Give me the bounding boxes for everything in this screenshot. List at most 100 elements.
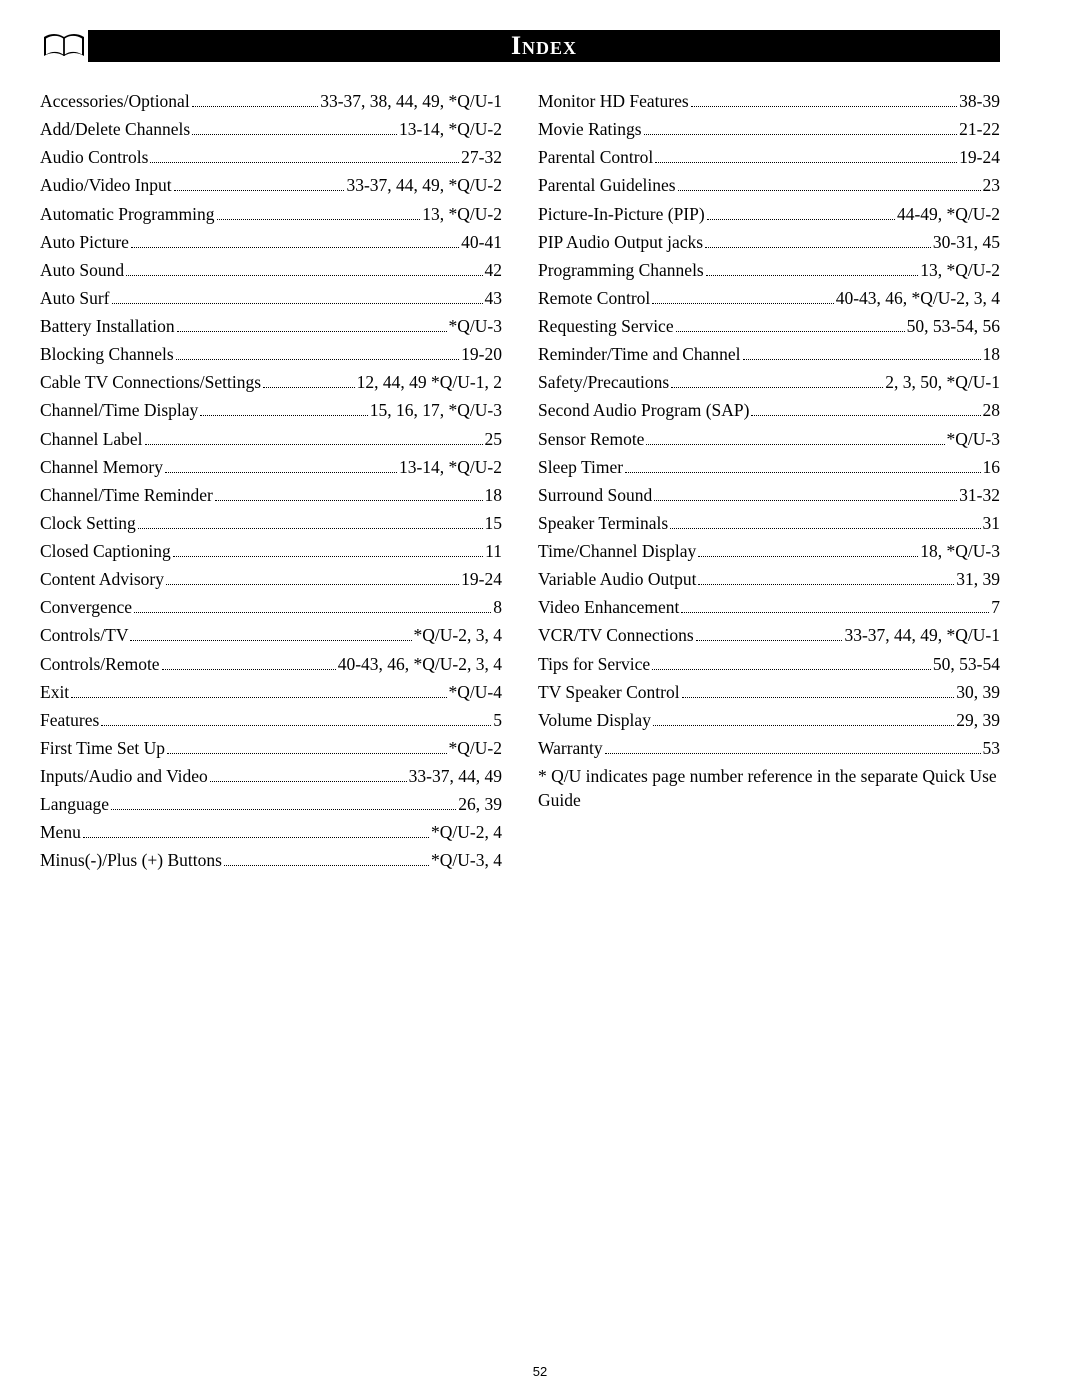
leader-dots [681, 598, 989, 614]
index-page-ref: 16 [983, 456, 1001, 480]
index-page-ref: 53 [983, 737, 1001, 761]
header-title-bar: Index [88, 30, 1000, 62]
index-page-ref: 43 [485, 287, 503, 311]
index-term: Warranty [538, 737, 603, 761]
index-entry: Content Advisory 19-24 [40, 568, 502, 592]
leader-dots [165, 457, 397, 473]
leader-dots [200, 401, 367, 417]
index-entry: Parental Control19-24 [538, 146, 1000, 170]
index-entry: Remote Control 40-43, 46, *Q/U-2, 3, 4 [538, 287, 1000, 311]
index-term: Controls/TV [40, 624, 128, 648]
index-page-ref: 27-32 [461, 146, 502, 170]
index-page-ref: *Q/U-4 [449, 681, 502, 705]
index-entry: Channel/Time Reminder18 [40, 484, 502, 508]
index-term: Second Audio Program (SAP) [538, 399, 749, 423]
index-entry: Cable TV Connections/Settings 12, 44, 49… [40, 371, 502, 395]
index-term: Auto Surf [40, 287, 110, 311]
index-term: Battery Installation [40, 315, 175, 339]
index-page-ref: *Q/U-3 [947, 428, 1000, 452]
index-term: Time/Channel Display [538, 540, 696, 564]
leader-dots [174, 176, 345, 192]
index-columns: Accessories/Optional 33-37, 38, 44, 49, … [40, 90, 1000, 878]
index-entry: Sensor Remote *Q/U-3 [538, 428, 1000, 452]
leader-dots [644, 119, 958, 135]
index-term: Channel/Time Display [40, 399, 198, 423]
index-entry: Movie Ratings 21-22 [538, 118, 1000, 142]
index-term: Speaker Terminals [538, 512, 668, 536]
index-term: Content Advisory [40, 568, 164, 592]
leader-dots [652, 288, 833, 304]
index-term: Minus(-)/Plus (+) Buttons [40, 849, 222, 873]
index-entry: Language 26, 39 [40, 793, 502, 817]
index-entry: Audio Controls 27-32 [40, 146, 502, 170]
leader-dots [705, 232, 931, 248]
index-page-ref: 33-37, 44, 49, *Q/U-2 [346, 174, 502, 198]
leader-dots [696, 626, 843, 642]
index-page-ref: 42 [485, 259, 503, 283]
index-term: Tips for Service [538, 653, 650, 677]
index-page-ref: 5 [493, 709, 502, 733]
index-term: Surround Sound [538, 484, 652, 508]
leader-dots [192, 91, 319, 107]
index-term: Sensor Remote [538, 428, 644, 452]
index-page-ref: 26, 39 [458, 793, 502, 817]
leader-dots [671, 373, 883, 389]
leader-dots [646, 429, 944, 445]
index-page-ref: 13, *Q/U-2 [920, 259, 1000, 283]
index-term: Picture-In-Picture (PIP) [538, 203, 705, 227]
index-entry: Safety/Precautions 2, 3, 50, *Q/U-1 [538, 371, 1000, 395]
index-column-left: Accessories/Optional 33-37, 38, 44, 49, … [40, 90, 502, 878]
index-page-ref: 11 [485, 540, 502, 564]
index-term: Parental Control [538, 146, 653, 170]
index-entry: Menu*Q/U-2, 4 [40, 821, 502, 845]
index-page-ref: 30, 39 [956, 681, 1000, 705]
index-page-ref: 31 [983, 512, 1001, 536]
index-page-ref: 44-49, *Q/U-2 [897, 203, 1000, 227]
index-entry: Minus(-)/Plus (+) Buttons*Q/U-3, 4 [40, 849, 502, 873]
header-bar: Index [40, 30, 1000, 62]
index-entry: Blocking Channels 19-20 [40, 343, 502, 367]
index-page-ref: 12, 44, 49 *Q/U-1, 2 [357, 371, 502, 395]
index-page-ref: 30-31, 45 [933, 231, 1000, 255]
leader-dots [217, 204, 421, 220]
index-entry: Convergence 8 [40, 596, 502, 620]
index-page-ref: 15 [485, 512, 503, 536]
index-term: Add/Delete Channels [40, 118, 190, 142]
index-entry: Reminder/Time and Channel18 [538, 343, 1000, 367]
index-page-ref: 28 [983, 399, 1001, 423]
leader-dots [176, 344, 460, 360]
leader-dots [150, 148, 459, 164]
footnote: * Q/U indicates page number reference in… [538, 765, 1000, 812]
index-entry: Sleep Timer16 [538, 456, 1000, 480]
index-page-ref: 31-32 [959, 484, 1000, 508]
index-entry: Video Enhancement7 [538, 596, 1000, 620]
leader-dots [162, 654, 336, 670]
index-entry: Time/Channel Display18, *Q/U-3 [538, 540, 1000, 564]
index-column-right: Monitor HD Features38-39 Movie Ratings 21… [538, 90, 1000, 878]
leader-dots [173, 541, 483, 557]
index-entry: Parental Guidelines23 [538, 174, 1000, 198]
index-term: Language [40, 793, 109, 817]
index-page-ref: 50, 53-54, 56 [907, 315, 1000, 339]
index-entry: Surround Sound 31-32 [538, 484, 1000, 508]
index-term: Remote Control [538, 287, 650, 311]
leader-dots [654, 485, 957, 501]
index-entry: Automatic Programming 13, *Q/U-2 [40, 203, 502, 227]
leader-dots [605, 738, 981, 754]
index-page-ref: 40-43, 46, *Q/U-2, 3, 4 [338, 653, 502, 677]
leader-dots [682, 682, 955, 698]
index-entry: Closed Captioning 11 [40, 540, 502, 564]
index-entry: Volume Display29, 39 [538, 709, 1000, 733]
index-entry: Monitor HD Features38-39 [538, 90, 1000, 114]
index-page-ref: 8 [493, 596, 502, 620]
index-entry: PIP Audio Output jacks30-31, 45 [538, 231, 1000, 255]
index-page-ref: 31, 39 [956, 568, 1000, 592]
index-entry: Features5 [40, 709, 502, 733]
index-page-ref: 2, 3, 50, *Q/U-1 [885, 371, 1000, 395]
leader-dots [263, 373, 355, 389]
index-term: Safety/Precautions [538, 371, 669, 395]
index-term: Variable Audio Output [538, 568, 696, 592]
leader-dots [131, 232, 459, 248]
index-page-ref: 40-43, 46, *Q/U-2, 3, 4 [836, 287, 1000, 311]
index-entry: Audio/Video Input 33-37, 44, 49, *Q/U-2 [40, 174, 502, 198]
